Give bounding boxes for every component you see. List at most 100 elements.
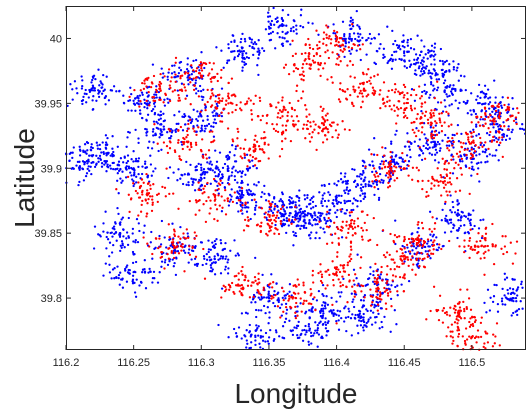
series-2-point bbox=[351, 285, 354, 288]
series-1-point bbox=[491, 110, 494, 113]
series-1-point bbox=[131, 232, 134, 235]
series-1-point bbox=[325, 220, 328, 223]
series-1-point bbox=[477, 167, 480, 170]
series-1-point bbox=[191, 183, 194, 187]
series-1-point bbox=[391, 29, 394, 33]
series-1-point bbox=[470, 146, 473, 149]
series-2-point bbox=[283, 106, 286, 109]
series-1-point bbox=[354, 313, 357, 317]
series-2-point bbox=[386, 95, 389, 99]
series-2-point bbox=[258, 99, 262, 103]
series-2-point bbox=[420, 105, 423, 108]
series-2-point bbox=[194, 76, 198, 79]
series-2-point bbox=[421, 126, 424, 129]
series-2-point bbox=[227, 81, 230, 85]
series-2-point bbox=[440, 130, 444, 133]
series-2-point bbox=[423, 257, 426, 260]
series-1-point bbox=[430, 83, 433, 86]
series-1-point bbox=[406, 41, 409, 44]
series-2-point bbox=[145, 215, 148, 218]
series-1-point bbox=[438, 59, 442, 63]
series-2-point bbox=[192, 88, 196, 92]
series-1-point bbox=[166, 131, 169, 134]
series-1-point bbox=[166, 97, 169, 100]
series-1-point bbox=[189, 163, 192, 167]
series-1-point bbox=[192, 108, 195, 111]
series-1-point bbox=[78, 164, 82, 168]
series-1-point bbox=[435, 78, 438, 81]
series-1-point bbox=[459, 160, 462, 163]
series-1-point bbox=[392, 42, 395, 46]
series-2-point bbox=[170, 249, 173, 253]
series-1-point bbox=[487, 97, 490, 100]
series-2-point bbox=[260, 221, 263, 224]
series-1-point bbox=[205, 258, 209, 261]
series-1-point bbox=[200, 184, 204, 187]
series-1-point bbox=[83, 143, 87, 146]
series-1-point bbox=[91, 89, 95, 92]
series-1-point bbox=[321, 316, 324, 320]
series-1-point bbox=[445, 59, 448, 63]
series-1-point bbox=[492, 108, 496, 111]
series-1-point bbox=[403, 59, 406, 62]
series-2-point bbox=[227, 283, 231, 286]
series-1-point bbox=[356, 324, 359, 327]
series-1-point bbox=[168, 238, 171, 241]
series-1-point bbox=[483, 96, 486, 99]
series-1-point bbox=[382, 179, 385, 182]
series-2-point bbox=[369, 238, 372, 242]
series-2-point bbox=[387, 176, 390, 179]
series-1-point bbox=[423, 45, 426, 48]
series-2-point bbox=[362, 87, 366, 90]
series-2-point bbox=[150, 209, 154, 213]
series-1-point bbox=[201, 263, 204, 267]
series-1-point bbox=[422, 144, 425, 148]
series-2-point bbox=[432, 248, 435, 251]
series-1-point bbox=[250, 41, 253, 44]
series-1-point bbox=[320, 201, 323, 205]
series-1-point bbox=[436, 101, 440, 104]
series-2-point bbox=[456, 322, 459, 325]
series-2-point bbox=[179, 75, 182, 78]
series-1-point bbox=[472, 168, 475, 171]
series-2-point bbox=[392, 104, 396, 107]
series-1-point bbox=[337, 200, 340, 204]
series-2-point bbox=[492, 117, 495, 120]
series-1-point bbox=[105, 235, 108, 239]
series-1-point bbox=[245, 189, 248, 192]
series-1-point bbox=[114, 168, 117, 171]
series-2-point bbox=[468, 335, 471, 338]
series-1-point bbox=[437, 78, 441, 81]
series-2-point bbox=[169, 86, 172, 90]
series-1-point bbox=[366, 309, 369, 313]
series-2-point bbox=[390, 258, 393, 261]
series-2-point bbox=[240, 283, 244, 287]
series-1-point bbox=[421, 73, 424, 76]
series-1-point bbox=[484, 161, 487, 164]
series-2-point bbox=[166, 252, 169, 256]
series-1-point bbox=[137, 172, 140, 176]
series-1-point bbox=[299, 302, 302, 305]
series-1-point bbox=[291, 215, 294, 219]
series-1-point bbox=[481, 118, 485, 121]
series-1-point bbox=[361, 326, 365, 329]
series-1-point bbox=[227, 336, 230, 339]
series-1-point bbox=[118, 232, 122, 235]
series-1-point bbox=[213, 257, 216, 260]
series-1-point bbox=[424, 245, 427, 249]
series-2-point bbox=[303, 291, 307, 294]
series-2-point bbox=[327, 216, 330, 220]
series-1-point bbox=[501, 128, 504, 132]
series-1-point bbox=[381, 325, 384, 329]
series-1-point bbox=[264, 199, 268, 202]
series-1-point bbox=[436, 140, 440, 144]
series-1-point bbox=[319, 226, 322, 229]
series-1-point bbox=[281, 222, 285, 225]
series-1-point bbox=[359, 33, 362, 36]
series-1-point bbox=[106, 238, 110, 241]
series-2-point bbox=[341, 283, 345, 287]
series-1-point bbox=[294, 210, 297, 213]
series-1-point bbox=[257, 309, 260, 312]
series-2-point bbox=[324, 287, 327, 290]
